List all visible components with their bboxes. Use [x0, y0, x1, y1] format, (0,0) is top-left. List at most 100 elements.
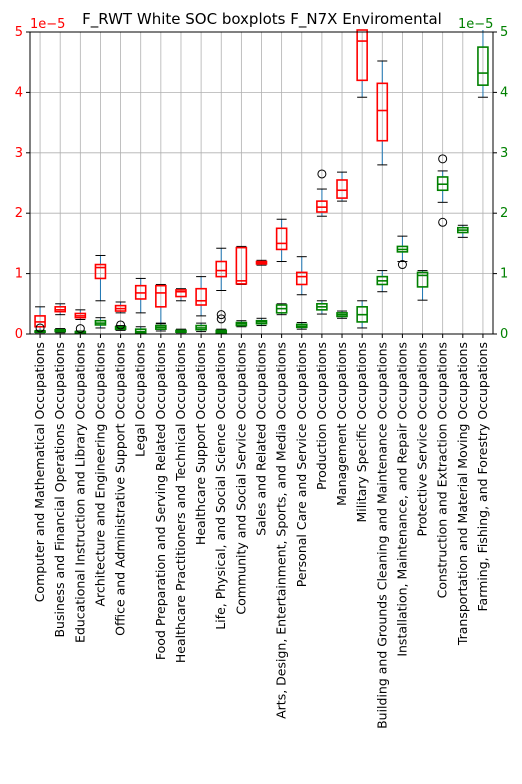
- boxplot-box: [134, 277, 147, 314]
- left-tick-label: 1: [15, 267, 23, 282]
- outlier-point: [438, 217, 448, 227]
- x-axis: Computer and Mathematical Occupations Bus…: [32, 334, 490, 729]
- right-tick-label: 2: [500, 206, 508, 221]
- left-tick-label: 3: [15, 146, 23, 161]
- boxplot-box: [175, 288, 187, 302]
- left-y-axis: 0 1 2 3 4 5: [15, 25, 30, 342]
- boxplot-box: [34, 323, 46, 334]
- boxplot-box: [94, 254, 107, 302]
- box-iqr: [336, 179, 348, 199]
- box-iqr: [175, 289, 187, 298]
- right-tick-label: 0: [500, 327, 508, 342]
- boxplot-box: [336, 310, 348, 319]
- x-tick-label: Computer and Mathematical Occupations: [32, 342, 47, 602]
- x-tick-label: Transportation and Material Moving Occup…: [455, 342, 470, 646]
- boxplot-box: [235, 245, 248, 285]
- boxplot-box: [295, 322, 308, 330]
- boxplot-box: [114, 301, 127, 314]
- boxplot-box: [195, 276, 207, 317]
- left-axis-multiplier: 1e−5: [30, 17, 65, 32]
- box-iqr: [477, 46, 489, 86]
- x-tick-label: Community and Social Service Occupations: [233, 342, 248, 615]
- outlier-point: [317, 169, 327, 179]
- boxplot-box: [316, 300, 328, 315]
- x-tick-label: Farming, Fishing, and Forestry Occupatio…: [475, 342, 490, 611]
- x-tick-label: Construction and Extraction Occupations: [435, 342, 450, 598]
- boxplot-box: [376, 60, 389, 166]
- box-iqr: [235, 246, 248, 285]
- box-iqr: [295, 271, 308, 286]
- boxplot-box: [356, 300, 368, 329]
- outlier-point: [216, 314, 226, 324]
- x-tick-label: Food Preparation and Serving Related Occ…: [153, 342, 168, 660]
- boxplot-box: [215, 247, 228, 292]
- boxplot-box: [356, 29, 368, 98]
- outlier-point: [75, 324, 85, 334]
- x-tick-label: Architecture and Engineering Occupations: [92, 342, 107, 607]
- boxplot-box: [54, 303, 66, 316]
- boxplot-box: [255, 317, 268, 327]
- boxplot-box: [416, 270, 429, 301]
- x-tick-label: Healthcare Support Occupations: [193, 342, 208, 545]
- boxplot-box: [74, 309, 87, 321]
- boxplot-box: [155, 283, 167, 324]
- right-tick-label: 1: [500, 267, 508, 282]
- left-tick-label: 4: [15, 85, 23, 100]
- boxplot-box: [295, 256, 308, 296]
- x-tick-label: Production Occupations: [314, 342, 329, 490]
- left-tick-label: 2: [15, 206, 23, 221]
- outlier-point: [397, 260, 407, 270]
- right-tick-label: 3: [500, 146, 508, 161]
- x-tick-label: Life, Physical, and Social Science Occup…: [213, 342, 228, 630]
- boxplot-box: [54, 328, 66, 334]
- boxplot-box: [275, 218, 288, 263]
- boxplot-box: [215, 310, 228, 335]
- left-tick-label: 0: [15, 327, 23, 342]
- boxplot-box: [155, 323, 167, 332]
- x-tick-label: Legal Occupations: [133, 342, 148, 457]
- boxplot-box: [316, 169, 328, 217]
- right-tick-label: 5: [500, 25, 508, 40]
- boxplot-box: [195, 322, 207, 333]
- boxplot-box: [235, 320, 248, 328]
- right-axis-multiplier: 1e−5: [458, 17, 493, 32]
- boxplot-box: [436, 154, 449, 227]
- boxplot-box: [376, 270, 389, 293]
- x-tick-label: Sales and Related Occupations: [254, 342, 269, 536]
- boxplot-box: [457, 224, 469, 238]
- box-iqr: [275, 227, 288, 251]
- boxplot-box: [255, 259, 268, 266]
- boxplot-box: [275, 303, 288, 316]
- left-tick-label: 5: [15, 25, 23, 40]
- box-iqr: [94, 263, 107, 280]
- x-tick-label: Protective Service Occupations: [415, 342, 430, 536]
- x-tick-label: Office and Administrative Support Occupa…: [113, 342, 128, 636]
- right-y-axis: 0 1 2 3 4 5: [493, 25, 508, 342]
- boxplot-box: [396, 235, 409, 270]
- x-tick-label: Arts, Design, Entertainment, Sports, and…: [274, 342, 289, 719]
- box-iqr: [356, 29, 368, 82]
- green-series-boxes: [34, 30, 489, 335]
- box-iqr: [155, 284, 167, 308]
- boxplot-box: [74, 324, 87, 334]
- x-tick-label: Building and Grounds Cleaning and Mainte…: [374, 342, 389, 729]
- box-iqr: [416, 271, 429, 288]
- x-tick-label: Personal Care and Service Occupations: [294, 342, 309, 587]
- chart-title: F_RWT White SOC boxplots F_N7X Enviromen…: [82, 10, 442, 29]
- boxplot-box: [94, 317, 107, 329]
- red-series-boxes: [34, 29, 389, 332]
- boxplot-box: [114, 320, 127, 331]
- box-iqr: [195, 287, 207, 306]
- outlier-point: [438, 154, 448, 164]
- boxplot-box: [336, 171, 348, 202]
- x-tick-label: Educational Instruction and Library Occu…: [72, 342, 87, 643]
- x-tick-label: Military Specific Occupations: [354, 342, 369, 522]
- box-iqr: [376, 82, 389, 142]
- x-tick-label: Installation, Maintenance, and Repair Oc…: [394, 342, 409, 657]
- outlier-point: [35, 323, 45, 333]
- boxplot-box: [477, 30, 489, 98]
- outlier-point: [216, 310, 226, 320]
- right-tick-label: 4: [500, 85, 508, 100]
- grid-lines: [30, 31, 493, 335]
